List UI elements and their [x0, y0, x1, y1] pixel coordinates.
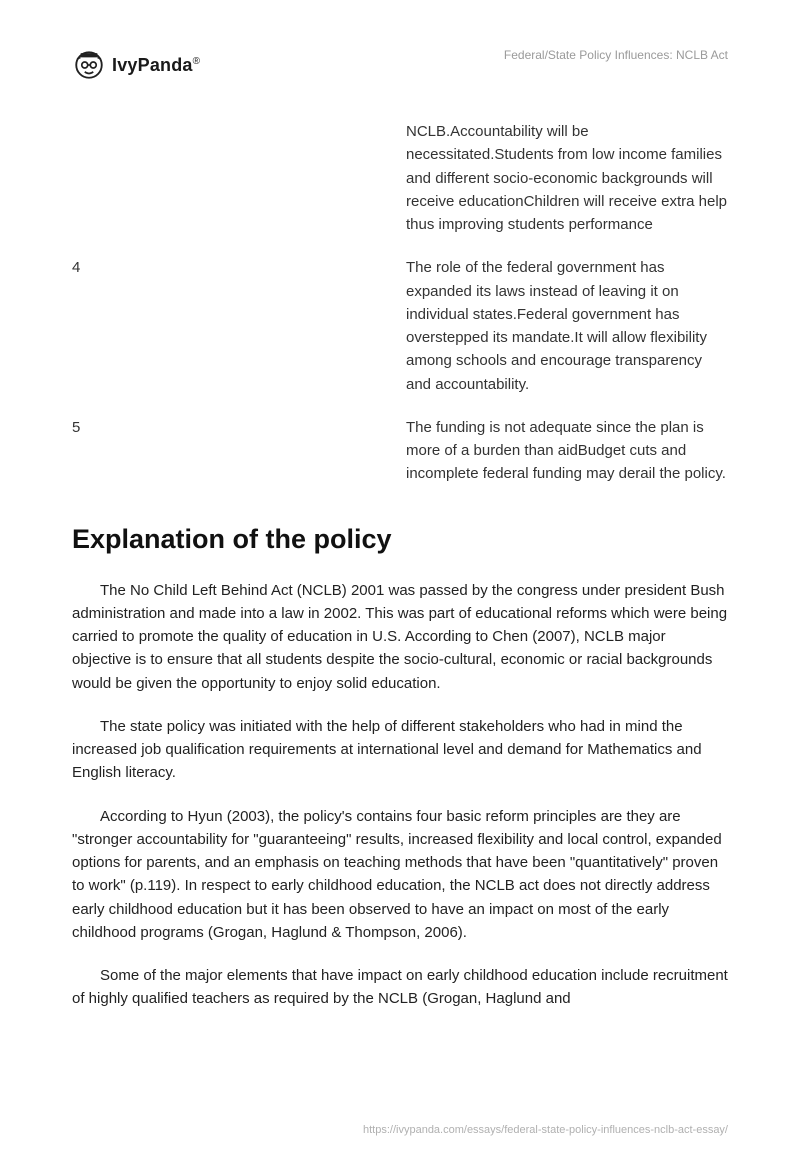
brand-logo-block: IvyPanda®	[72, 48, 200, 82]
footer-source-url: https://ivypanda.com/essays/federal-stat…	[363, 1124, 728, 1136]
brand-registered-mark: ®	[193, 56, 201, 67]
table-row-number: 5	[72, 416, 382, 439]
policy-table: NCLB.Accountability will be necessitated…	[72, 110, 728, 496]
body-paragraph: The No Child Left Behind Act (NCLB) 2001…	[72, 579, 728, 695]
page-header: IvyPanda® Federal/State Policy Influence…	[72, 48, 728, 82]
table-row: 5 The funding is not adequate since the …	[72, 406, 728, 496]
table-row: NCLB.Accountability will be necessitated…	[72, 110, 728, 246]
document-page: IvyPanda® Federal/State Policy Influence…	[0, 0, 800, 1091]
brand-logo-icon	[72, 48, 106, 82]
section-heading: Explanation of the policy	[72, 524, 728, 555]
body-paragraph: The state policy was initiated with the …	[72, 715, 728, 785]
body-paragraph: According to Hyun (2003), the policy's c…	[72, 805, 728, 945]
document-title: Federal/State Policy Influences: NCLB Ac…	[504, 48, 728, 62]
table-row: 4 The role of the federal government has…	[72, 246, 728, 406]
body-paragraph: Some of the major elements that have imp…	[72, 964, 728, 1011]
table-row-description: The funding is not adequate since the pl…	[406, 416, 728, 486]
table-row-number: 4	[72, 256, 382, 279]
table-row-description: NCLB.Accountability will be necessitated…	[406, 120, 728, 236]
brand-name: IvyPanda®	[112, 55, 200, 76]
table-row-description: The role of the federal government has e…	[406, 256, 728, 396]
